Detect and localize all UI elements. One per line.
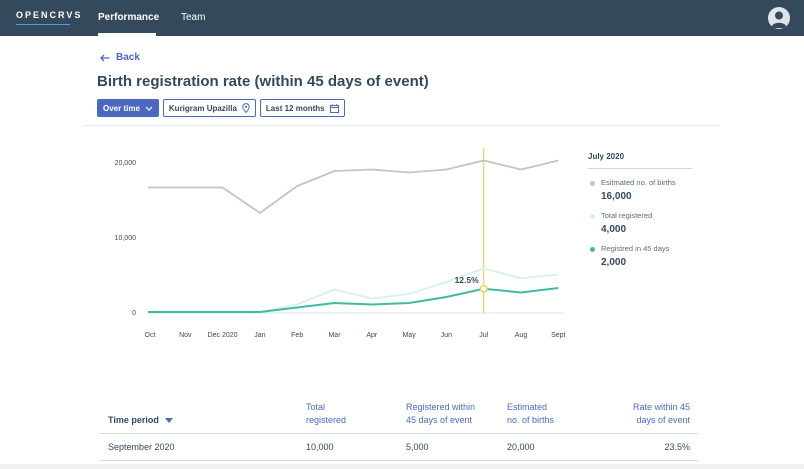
series-line-2 bbox=[148, 287, 559, 313]
location-pin-icon bbox=[242, 103, 250, 113]
y-tick-label: 10,000 bbox=[115, 235, 137, 242]
header-line: registered bbox=[306, 415, 347, 425]
legend-item-registered-45: Registred in 45 days 2,000 bbox=[588, 244, 692, 268]
legend-label: Total registered bbox=[601, 211, 653, 220]
cell-estimated: 20,000 bbox=[507, 442, 535, 452]
legend-label: Registred in 45 days bbox=[601, 244, 670, 253]
legend-label: Esitmated no. of births bbox=[601, 178, 676, 187]
x-tick-label: Aug bbox=[515, 332, 528, 339]
arrow-left-icon bbox=[100, 54, 110, 61]
sort-time-period[interactable]: Time period bbox=[108, 414, 173, 427]
back-label: Back bbox=[116, 52, 140, 63]
period-select[interactable]: Over time bbox=[97, 99, 159, 117]
legend-dot-total bbox=[590, 214, 595, 219]
legend-value: 4,000 bbox=[601, 224, 627, 235]
legend-dot-estimated bbox=[590, 181, 595, 186]
header-line: Total bbox=[306, 402, 326, 412]
chevron-down-icon bbox=[145, 106, 153, 111]
bottom-scroll-area bbox=[0, 464, 804, 469]
x-tick-label: Oct bbox=[145, 332, 156, 339]
highlight-point[interactable] bbox=[479, 284, 488, 293]
nav-team[interactable]: Team bbox=[181, 12, 206, 23]
cell-time-period: September 2020 bbox=[108, 442, 175, 452]
nav-active-indicator bbox=[98, 33, 156, 36]
x-tick-label: Nov bbox=[179, 332, 192, 339]
location-picker[interactable]: Kurigram Upazilla bbox=[162, 99, 256, 117]
x-tick-label: Jul bbox=[479, 332, 488, 339]
x-tick-label: Feb bbox=[291, 332, 303, 339]
header-divider bbox=[84, 125, 720, 126]
x-tick-label: Jan bbox=[254, 332, 265, 339]
back-button[interactable]: Back bbox=[100, 52, 140, 63]
x-tick-label: Sept bbox=[551, 332, 565, 339]
header-line: Rate within 45 bbox=[632, 402, 690, 412]
x-tick-label: Dec 2020 bbox=[208, 332, 238, 339]
y-tick-label: 20,000 bbox=[115, 160, 137, 167]
top-navigation-bar: OPENCRVS Performance Team bbox=[0, 0, 804, 36]
chart-legend: July 2020 Esitmated no. of births 16,000… bbox=[588, 152, 692, 268]
header-time-period: Time period bbox=[108, 415, 159, 425]
x-tick-label: Mar bbox=[328, 332, 341, 339]
legend-item-total: Total registered 4,000 bbox=[588, 211, 692, 235]
logo-underline bbox=[16, 24, 70, 25]
nav-performance[interactable]: Performance bbox=[98, 12, 160, 23]
calendar-icon bbox=[329, 103, 339, 113]
legend-title: July 2020 bbox=[588, 152, 692, 169]
filter-bar: Over time Kurigram Upazilla Last 12 mont… bbox=[97, 99, 345, 117]
highlight-rate-label: 12.5% bbox=[455, 275, 480, 285]
legend-value: 2,000 bbox=[601, 257, 627, 268]
header-line: no. of births bbox=[507, 415, 555, 425]
cell-total-registered: 10,000 bbox=[306, 442, 334, 452]
legend-item-estimated: Esitmated no. of births 16,000 bbox=[588, 178, 692, 202]
location-picker-label: Kurigram Upazilla bbox=[168, 103, 237, 113]
header-registered-45: Registered within 45 days of event bbox=[406, 401, 475, 427]
table-row-divider bbox=[100, 460, 698, 461]
x-tick-label: Apr bbox=[366, 332, 378, 339]
header-line: Estimated bbox=[507, 402, 548, 412]
x-tick-label: May bbox=[402, 332, 416, 339]
user-avatar-icon bbox=[771, 11, 787, 28]
cell-rate: 23.5% bbox=[664, 442, 690, 452]
header-line: days of event bbox=[636, 415, 690, 425]
user-avatar[interactable] bbox=[768, 7, 790, 29]
header-rate: Rate within 45 days of event bbox=[633, 401, 690, 427]
x-tick-label: Jun bbox=[441, 332, 452, 339]
cell-registered-45: 5,000 bbox=[406, 442, 429, 452]
legend-dot-registered-45 bbox=[590, 247, 595, 252]
page-title: Birth registration rate (within 45 days … bbox=[97, 73, 429, 90]
header-total-registered: Total registered bbox=[306, 401, 346, 427]
date-range-picker[interactable]: Last 12 months bbox=[259, 99, 345, 117]
table-header-divider bbox=[100, 433, 698, 434]
legend-value: 16,000 bbox=[601, 191, 632, 202]
series-line-0 bbox=[148, 159, 559, 214]
sort-down-icon bbox=[164, 418, 173, 423]
y-tick-label: 0 bbox=[132, 310, 136, 317]
header-estimated: Estimated no. of births bbox=[507, 401, 554, 427]
header-line: 45 days of event bbox=[406, 415, 473, 425]
header-line: Registered within bbox=[406, 402, 476, 412]
app-logo: OPENCRVS bbox=[16, 10, 83, 20]
date-range-label: Last 12 months bbox=[265, 103, 325, 113]
period-select-label: Over time bbox=[103, 103, 140, 113]
